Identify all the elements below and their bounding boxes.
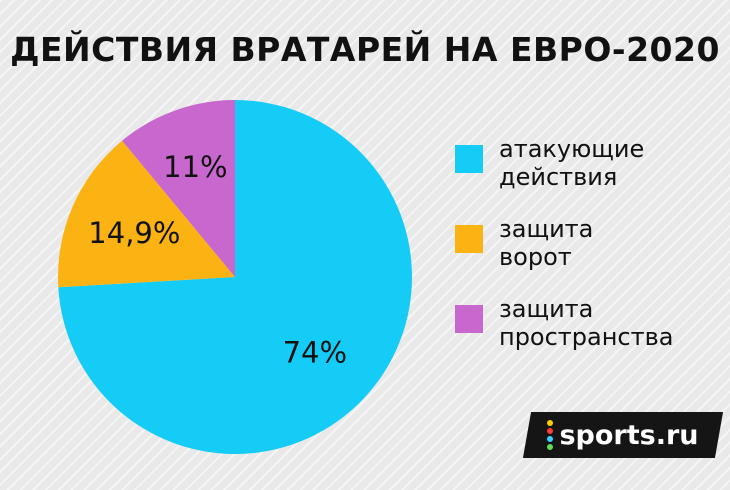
legend-swatch-goal-defense [455,225,483,253]
pie-slice-attacking [58,100,412,454]
legend-label-goal-defense: защита ворот [499,215,594,271]
sports-ru-logo: sports.ru [522,412,724,458]
slice-label-attacking: 74% [283,335,347,369]
legend-item-goal-defense: защита ворот [455,215,725,295]
logo-text: sports.ru [559,419,699,451]
legend-label-attacking: атакующие действия [499,135,645,191]
legend-item-attacking: атакующие действия [455,135,725,215]
pie-slice-space-defense [122,100,235,277]
slice-label-goal-defense: 14,9% [88,216,180,250]
slice-label-space-defense: 11% [163,150,227,184]
legend: атакующие действия защита ворот защита п… [455,135,725,375]
legend-item-space-defense: защита пространства [455,295,725,375]
pie-slice-goal-defense [58,140,235,288]
legend-label-space-defense: защита пространства [499,295,674,351]
legend-swatch-space-defense [455,305,483,333]
chart-title: ДЕЙСТВИЯ ВРАТАРЕЙ НА ЕВРО-2020 [10,30,720,69]
legend-swatch-attacking [455,145,483,173]
logo-dots-icon [547,418,554,452]
